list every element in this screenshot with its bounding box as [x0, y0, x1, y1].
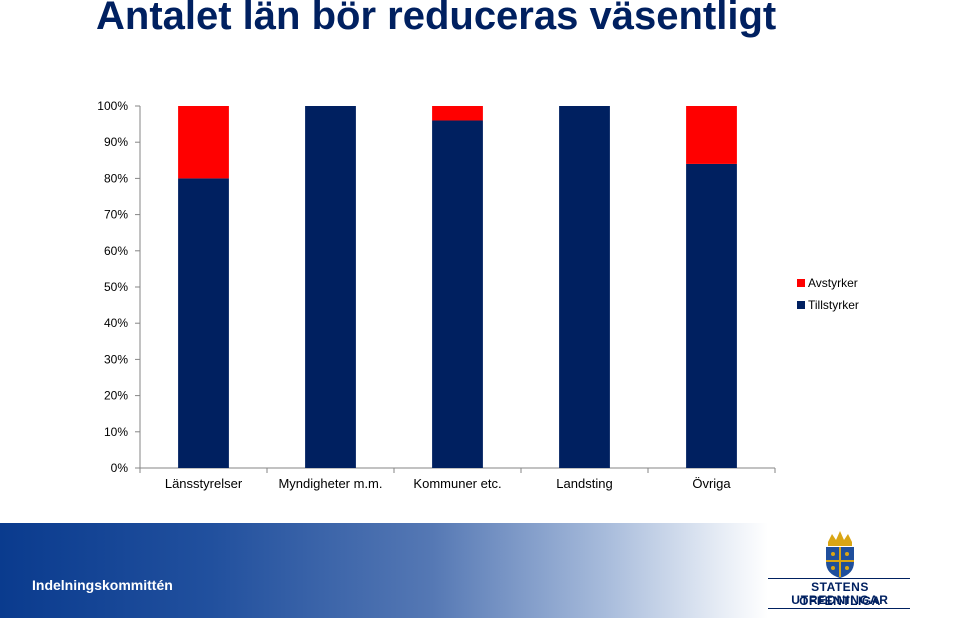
logo-rule: [768, 608, 910, 609]
crown-shield-icon: [826, 531, 854, 578]
y-tick-label: 70%: [104, 208, 128, 222]
y-tick-label: 100%: [97, 99, 128, 113]
footer-band: [0, 523, 960, 618]
y-tick-label: 0%: [111, 461, 129, 475]
legend-swatch: [797, 301, 805, 309]
logo-text-line2: UTREDNINGAR: [791, 593, 889, 607]
x-tick-label: Länsstyrelser: [165, 476, 243, 491]
y-tick-label: 50%: [104, 280, 128, 294]
chart-legend: Avstyrker Tillstyrker: [797, 276, 859, 312]
x-tick-label: Myndigheter m.m.: [278, 476, 382, 491]
y-tick-label: 90%: [104, 135, 128, 149]
y-tick-label: 40%: [104, 316, 128, 330]
bar-segment: [432, 120, 483, 468]
bar-segment: [178, 178, 229, 468]
x-tick-label: Landsting: [556, 476, 612, 491]
legend-swatch: [797, 279, 805, 287]
y-tick-label: 30%: [104, 352, 128, 366]
y-tick-label: 60%: [104, 244, 128, 258]
y-tick-label: 20%: [104, 389, 128, 403]
sou-logo: STATENS OFFENTLIGA UTREDNINGAR: [760, 528, 920, 612]
legend-label: Avstyrker: [808, 276, 858, 290]
bar-segment: [686, 163, 737, 469]
x-tick-label: Kommuner etc.: [413, 476, 501, 491]
bar-segment: [432, 106, 483, 121]
bar-segment: [305, 106, 356, 468]
y-tick-label: 80%: [104, 171, 128, 185]
stacked-bar-chart: 0% 10% 20% 30% 40% 50% 60% 70% 80% 90% 100% Länssty…: [97, 99, 859, 491]
bar-segment: [559, 106, 610, 468]
logo-rule: [768, 578, 910, 579]
bar-segment: [686, 106, 737, 164]
footer-label: Indelningskommittén: [32, 577, 173, 593]
slide-title: Antalet län bör reduceras väsentligt: [96, 0, 777, 38]
legend-label: Tillstyrker: [808, 298, 859, 312]
logo-text-line1: STATENS OFFENTLIGA: [799, 580, 881, 608]
x-tick-label: Övriga: [692, 476, 731, 491]
y-tick-label: 10%: [104, 425, 128, 439]
bar-segment: [178, 106, 229, 179]
chart-bars: [178, 106, 737, 469]
